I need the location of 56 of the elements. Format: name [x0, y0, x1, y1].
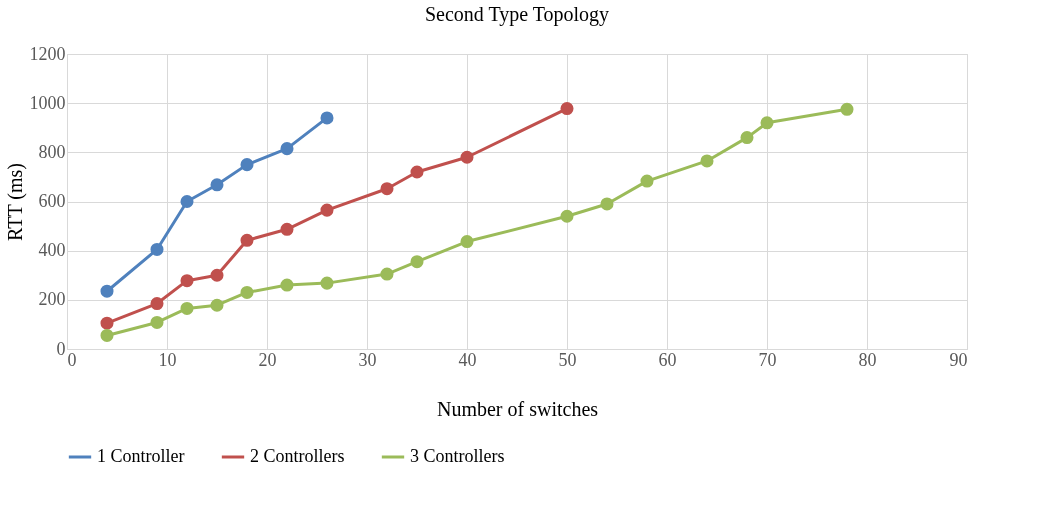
point	[560, 102, 574, 116]
x-tick-label: 90	[949, 349, 968, 370]
point	[210, 268, 224, 282]
x-tick-label: 80	[858, 349, 877, 370]
y-tick-label: 600	[38, 191, 66, 211]
point	[410, 165, 424, 179]
point	[180, 301, 194, 315]
y-tick-label: 1200	[29, 43, 66, 64]
y-axis-title: RTT (ms)	[3, 163, 27, 241]
x-tick-label: 50	[558, 349, 577, 370]
x-tick-label: 10	[158, 349, 177, 370]
point	[180, 274, 194, 288]
y-tick-label: 800	[38, 141, 66, 162]
point	[180, 194, 194, 209]
legend-label: 1 Controller	[97, 446, 185, 466]
point	[280, 142, 294, 156]
point	[240, 233, 254, 247]
point	[380, 182, 394, 196]
point	[210, 298, 224, 312]
point	[320, 111, 334, 125]
point	[320, 203, 334, 217]
point	[410, 255, 424, 269]
point	[240, 285, 254, 299]
point	[150, 297, 164, 311]
point	[740, 131, 754, 145]
y-tick-label: 200	[38, 289, 66, 310]
point	[560, 209, 574, 223]
y-tick-label: 400	[38, 240, 66, 261]
point	[320, 276, 334, 290]
point	[100, 316, 114, 330]
x-tick-label: 70	[758, 349, 777, 370]
point	[460, 235, 474, 249]
point	[150, 315, 164, 329]
x-tick-label: 60	[658, 349, 677, 370]
point	[150, 242, 164, 256]
point	[760, 116, 774, 130]
point	[640, 174, 654, 188]
point	[240, 158, 254, 172]
x-tick-label: 20	[258, 349, 277, 370]
point	[700, 154, 714, 168]
point	[280, 278, 294, 292]
point	[600, 197, 614, 211]
point	[840, 102, 854, 116]
legend-label: 2 Controllers	[250, 446, 345, 466]
x-tick-label: 30	[358, 349, 377, 370]
point	[210, 178, 224, 192]
x-tick-label: 40	[458, 349, 477, 370]
x-axis-title: Number of switches	[436, 397, 599, 420]
y-tick-label: 1000	[29, 92, 66, 113]
point	[380, 267, 394, 281]
chart-title: Second Type Topology	[424, 3, 610, 26]
point	[100, 284, 114, 298]
point	[100, 328, 114, 342]
point	[460, 150, 474, 164]
point	[280, 222, 294, 236]
legend-label: 3 Controllers	[410, 446, 505, 466]
